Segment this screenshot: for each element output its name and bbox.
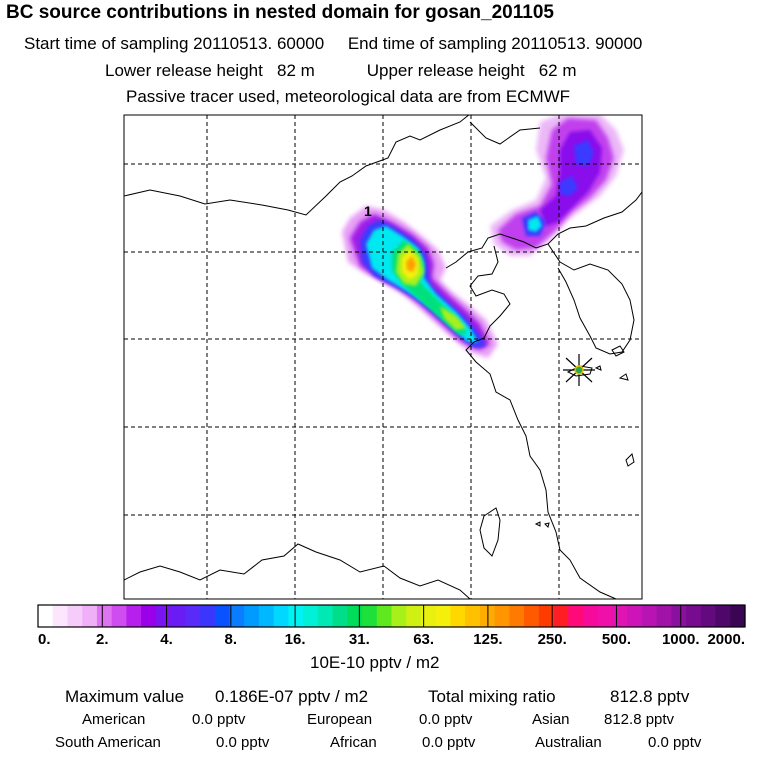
- colorbar-tick-label: 1000.: [662, 631, 700, 648]
- plot-title: BC source contributions in nested domain…: [6, 2, 554, 23]
- colorbar-cell: [273, 605, 289, 627]
- region-name-australian: Australian: [535, 734, 602, 751]
- colorbar-cell: [362, 605, 378, 627]
- colorbar-cell: [111, 605, 127, 627]
- colorbar-tick-label: 4.: [160, 631, 173, 648]
- colorbar-cell: [582, 605, 599, 627]
- colorbar-cell: [553, 605, 569, 627]
- receptor-star-icon: [563, 354, 595, 386]
- colorbar-cell: [597, 605, 614, 627]
- colorbar-cell: [332, 605, 348, 627]
- colorbar-cell: [494, 605, 510, 627]
- colorbar-cell: [612, 605, 628, 627]
- region-value-african: 0.0 pptv: [422, 734, 476, 751]
- concentration-plume-northeast: [490, 115, 624, 256]
- colorbar-cell: [686, 605, 702, 627]
- colorbar-cell: [641, 605, 658, 627]
- region-value-american: 0.0 pptv: [192, 711, 246, 728]
- colorbar-cell: [170, 605, 186, 627]
- colorbar-cell: [96, 605, 113, 627]
- colorbar-cell: [627, 605, 643, 627]
- colorbar-tick-label: 500.: [602, 631, 631, 648]
- colorbar-cell: [524, 605, 540, 627]
- colorbar-cell: [391, 605, 407, 627]
- coastlines: [124, 115, 642, 599]
- max-value: 0.186E-07 pptv / m2: [215, 687, 369, 706]
- colorbar-cell: [229, 605, 245, 627]
- concentration-plume-west: [342, 206, 498, 358]
- region-name-african: African: [330, 734, 377, 751]
- colorbar-cell: [258, 605, 275, 627]
- contour-label: 1: [364, 203, 372, 219]
- colorbar-tick-label: 2.: [96, 631, 109, 648]
- colorbar-tick-label: 250.: [538, 631, 567, 648]
- region-name-south-american: South American: [55, 734, 161, 751]
- colorbar-cell: [715, 605, 731, 627]
- colorbar-cell: [141, 605, 157, 627]
- region-value-south-american: 0.0 pptv: [216, 734, 270, 751]
- region-value-australian: 0.0 pptv: [648, 734, 702, 751]
- colorbar-tick-label: 125.: [473, 631, 502, 648]
- colorbar-units: 10E-10 pptv / m2: [310, 653, 440, 672]
- colorbar-cell: [538, 605, 555, 627]
- colorbar-cell: [82, 605, 98, 627]
- colorbar-cell: [450, 605, 466, 627]
- colorbar-cell: [435, 605, 452, 627]
- colorbar-cell: [406, 605, 422, 627]
- colorbar-cell: [126, 605, 142, 627]
- region-name-american: American: [82, 711, 146, 728]
- release-height-line: Lower release height 82 m Upper release …: [105, 61, 577, 80]
- region-value-european: 0.0 pptv: [419, 711, 473, 728]
- max-value-label: Maximum value: [65, 687, 185, 706]
- colorbar-cell: [200, 605, 216, 627]
- colorbar-tick-label: 0.: [38, 631, 51, 648]
- colorbar-tick-label: 2000.: [707, 631, 745, 648]
- colorbar-cell: [38, 605, 54, 627]
- colorbar-cell: [376, 605, 393, 627]
- colorbar-tick-label: 16.: [285, 631, 306, 648]
- total-mixing-label: Total mixing ratio: [428, 687, 556, 706]
- colorbar-cell: [656, 605, 672, 627]
- map-frame: [123, 114, 643, 600]
- colorbar-cell: [288, 605, 304, 627]
- colorbar-cell: [730, 605, 746, 627]
- colorbar-tick-label: 31.: [349, 631, 370, 648]
- region-value-asian: 812.8 pptv: [604, 711, 675, 728]
- colorbar-cell: [155, 605, 172, 627]
- colorbar-cell: [185, 605, 201, 627]
- colorbar-cell: [568, 605, 584, 627]
- colorbar-cell: [465, 605, 481, 627]
- colorbar-cell: [303, 605, 319, 627]
- tracer-info-line: Passive tracer used, meteorological data…: [126, 87, 571, 106]
- colorbar-cell: [671, 605, 687, 627]
- sampling-time-line: Start time of sampling 20110513. 60000 E…: [24, 34, 643, 53]
- colorbar-cell: [244, 605, 260, 627]
- colorbar-cell: [52, 605, 69, 627]
- colorbar-cell: [317, 605, 334, 627]
- colorbar-tick-label: 8.: [225, 631, 238, 648]
- colorbar-cell: [347, 605, 363, 627]
- colorbar-cell: [214, 605, 231, 627]
- lat-lon-grid: [124, 115, 642, 599]
- region-name-european: European: [307, 711, 373, 728]
- colorbar-tick-label: 63.: [413, 631, 434, 648]
- colorbar-cell: [509, 605, 525, 627]
- total-mixing-value: 812.8 pptv: [610, 687, 690, 706]
- colorbar-cell: [420, 605, 437, 627]
- colorbar-cell: [700, 605, 717, 627]
- colorbar-cell: [67, 605, 83, 627]
- region-name-asian: Asian: [532, 711, 570, 728]
